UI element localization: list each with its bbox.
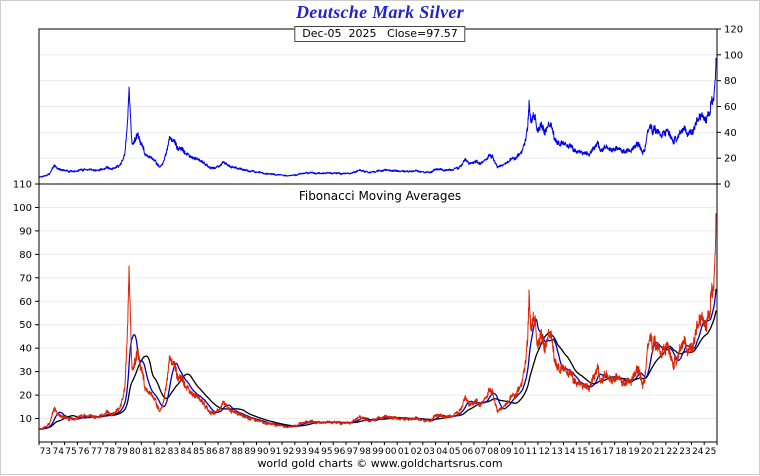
chart-title: Deutsche Mark Silver — [296, 2, 464, 22]
close-info-box: Dec-05 2025 Close=97.57 — [294, 26, 466, 42]
footer-credit: world gold charts © www.goldchartsrus.co… — [257, 457, 503, 470]
panel-label-fibonacci-moving-averages: Fibonacci Moving Averages — [298, 189, 462, 203]
close-info-text: Dec-05 2025 Close=97.57 — [302, 27, 458, 40]
